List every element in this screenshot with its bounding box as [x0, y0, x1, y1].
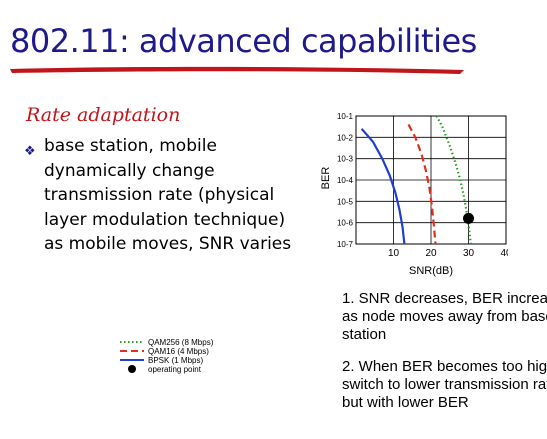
section-subtitle: Rate adaptation — [26, 104, 180, 126]
x-tick-label: 20 — [425, 248, 437, 259]
note-snr-decreases: 1. SNR decreases, BER increase as node m… — [342, 290, 547, 344]
title-underline — [8, 64, 468, 78]
x-axis-label: SNR(dB) — [409, 265, 453, 277]
y-tick-label: 10-5 — [337, 197, 354, 206]
legend-label: BPSK (1 Mbps) — [148, 356, 203, 365]
y-tick-labels: 10-1 10-2 10-3 10-4 10-5 10-6 10-7 — [337, 112, 354, 249]
y-tick-label: 10-3 — [337, 155, 354, 164]
legend-operating-point-icon — [128, 365, 136, 373]
y-tick-label: 10-7 — [337, 240, 354, 249]
chart-legend: QAM256 (8 Mbps)QAM16 (4 Mbps)BPSK (1 Mbp… — [120, 336, 290, 400]
legend-label: QAM256 (8 Mbps) — [148, 338, 214, 347]
x-tick-label: 10 — [388, 248, 400, 259]
y-tick-label: 10-2 — [337, 133, 354, 142]
operating-point-marker — [463, 213, 474, 224]
legend-items: QAM256 (8 Mbps)QAM16 (4 Mbps)BPSK (1 Mbp… — [120, 338, 214, 374]
y-axis-label: BER — [320, 167, 332, 190]
legend-label: QAM16 (4 Mbps) — [148, 347, 209, 356]
x-tick-labels: 10 20 30 40 — [388, 248, 508, 259]
note-switch-rate: 2. When BER becomes too high, switch to … — [342, 358, 547, 412]
bullet-text: base station, mobile dynamically change … — [44, 134, 294, 257]
y-tick-label: 10-1 — [337, 112, 354, 121]
slide-title: 802.11: advanced capabilities — [10, 22, 540, 60]
series-line-2 — [362, 129, 405, 244]
legend-label: operating point — [148, 365, 202, 374]
y-tick-label: 10-4 — [337, 176, 354, 185]
y-tick-label: 10-6 — [337, 219, 354, 228]
chart-grid — [356, 116, 506, 244]
series-line-1 — [409, 125, 436, 245]
x-tick-label: 30 — [463, 248, 475, 259]
ber-snr-chart: 10-1 10-2 10-3 10-4 10-5 10-6 10-7 10 20 30 40 BE… — [318, 108, 508, 278]
bullet-diamond-icon: ❖ — [24, 143, 36, 159]
x-tick-label: 40 — [500, 248, 508, 259]
